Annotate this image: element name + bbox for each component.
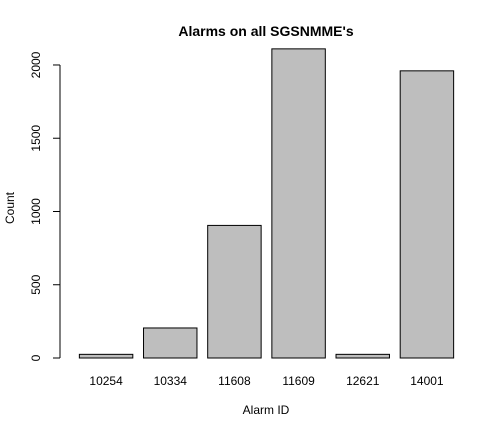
chart-title: Alarms on all SGSNMME's	[178, 23, 353, 39]
y-axis-label: Count	[3, 191, 17, 224]
x-tick-label-11608: 11608	[218, 374, 251, 388]
y-tick-label: 500	[29, 274, 43, 294]
bar-12621	[335, 353, 390, 359]
bars-group	[78, 48, 455, 359]
bar-11608	[207, 224, 262, 359]
x-tick-label-10254: 10254	[89, 374, 123, 388]
y-axis: 0 500 1000 1500 2000	[29, 51, 61, 361]
bar-10334	[143, 327, 198, 359]
x-tick-label-12621: 12621	[346, 374, 380, 388]
x-tick-labels: 10254 10334 11608 11609 12621 14001	[89, 374, 444, 388]
y-tick-label: 1000	[29, 198, 43, 225]
bar-11609	[271, 48, 326, 359]
y-tick-label: 2000	[29, 51, 43, 78]
x-tick-label-10334: 10334	[154, 374, 188, 388]
y-tick-label: 0	[29, 354, 43, 361]
x-axis-label: Alarm ID	[243, 403, 290, 417]
bar-14001	[399, 70, 455, 359]
x-tick-label-11609: 11609	[282, 374, 315, 388]
x-tick-label-14001: 14001	[410, 374, 444, 388]
bar-10254	[78, 353, 134, 359]
y-tick-label: 1500	[29, 125, 43, 152]
